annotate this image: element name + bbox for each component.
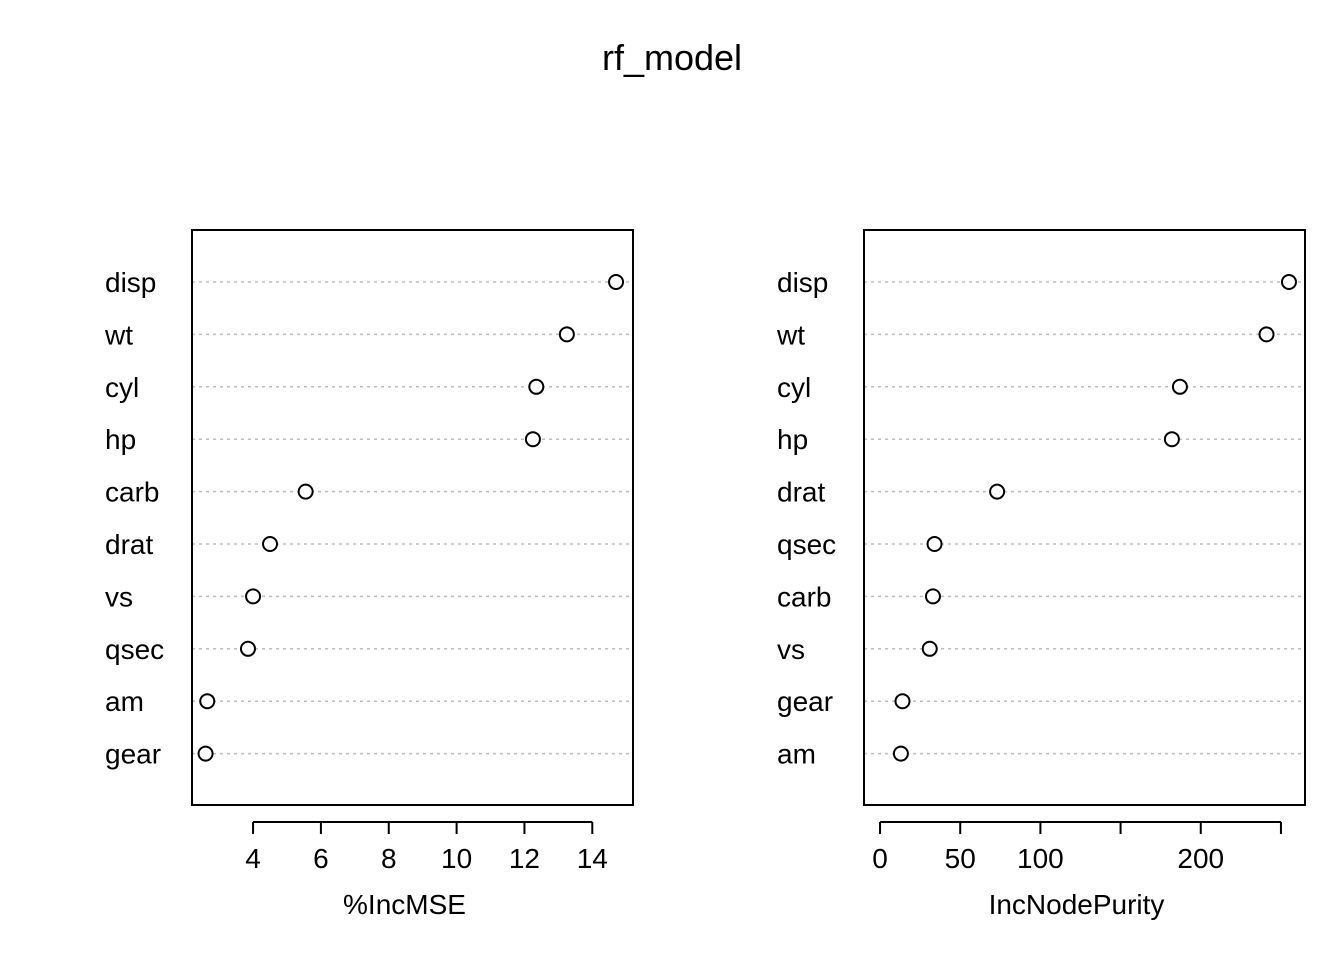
data-point-drat [262, 536, 279, 552]
category-label-hp: hp [777, 424, 808, 455]
data-point-disp [608, 274, 625, 290]
data-point-qsec [926, 536, 943, 552]
category-label-am: am [105, 686, 144, 717]
data-point-vs [245, 588, 262, 605]
category-label-disp: disp [105, 267, 156, 298]
x-tick-label-100: 100 [1017, 843, 1064, 874]
data-point-vs [921, 640, 938, 657]
data-point-wt [558, 326, 575, 343]
data-point-gear [894, 693, 911, 710]
category-label-vs: vs [777, 634, 805, 665]
category-label-carb: carb [777, 581, 831, 612]
category-label-qsec: qsec [105, 634, 164, 665]
x-tick-label-200: 200 [1177, 843, 1224, 874]
category-label-cyl: cyl [777, 372, 811, 403]
plot-frame [191, 229, 634, 806]
category-label-gear: gear [105, 739, 161, 770]
category-label-vs: vs [105, 581, 133, 612]
category-label-qsec: qsec [777, 529, 836, 560]
data-point-drat [989, 483, 1006, 500]
x-tick-label-0: 0 [872, 843, 888, 874]
data-point-cyl [1171, 378, 1188, 395]
figure-title: rf_model [602, 37, 742, 78]
category-label-am: am [777, 739, 816, 770]
category-label-disp: disp [777, 267, 828, 298]
category-label-wt: wt [104, 319, 133, 350]
data-point-am [892, 745, 909, 762]
panel-incmse: disp wt cyl hp carb drat vs qsec am gear 4 6 8 10 12 14… [104, 229, 634, 920]
category-label-hp: hp [105, 424, 136, 455]
data-point-cyl [528, 378, 545, 395]
x-tick-label-4: 4 [245, 843, 261, 874]
category-label-carb: carb [105, 477, 159, 508]
data-point-gear [197, 745, 214, 762]
category-label-drat: drat [777, 477, 825, 508]
x-tick-label-10: 10 [441, 843, 472, 874]
x-tick-label-6: 6 [313, 843, 329, 874]
data-point-carb [297, 483, 314, 500]
x-tick-label-50: 50 [945, 843, 976, 874]
plot-frame [863, 229, 1306, 806]
data-point-hp [524, 431, 541, 448]
x-tick-label-14: 14 [577, 843, 608, 874]
data-point-wt [1258, 326, 1275, 343]
data-point-hp [1163, 431, 1180, 448]
x-tick-label-8: 8 [381, 843, 397, 874]
x-axis-label: IncNodePurity [989, 889, 1165, 920]
data-point-disp [1280, 274, 1297, 290]
category-label-cyl: cyl [105, 372, 139, 403]
category-label-gear: gear [777, 686, 833, 717]
data-point-am [199, 693, 216, 710]
panel-incnodepurity: disp wt cyl hp drat qsec carb vs gear am 0 50 100 200… [776, 229, 1306, 920]
data-point-carb [924, 588, 941, 605]
data-point-qsec [239, 640, 256, 657]
category-label-drat: drat [105, 529, 153, 560]
x-tick-label-12: 12 [509, 843, 540, 874]
x-axis-label: %IncMSE [343, 889, 466, 920]
category-label-wt: wt [776, 319, 805, 350]
